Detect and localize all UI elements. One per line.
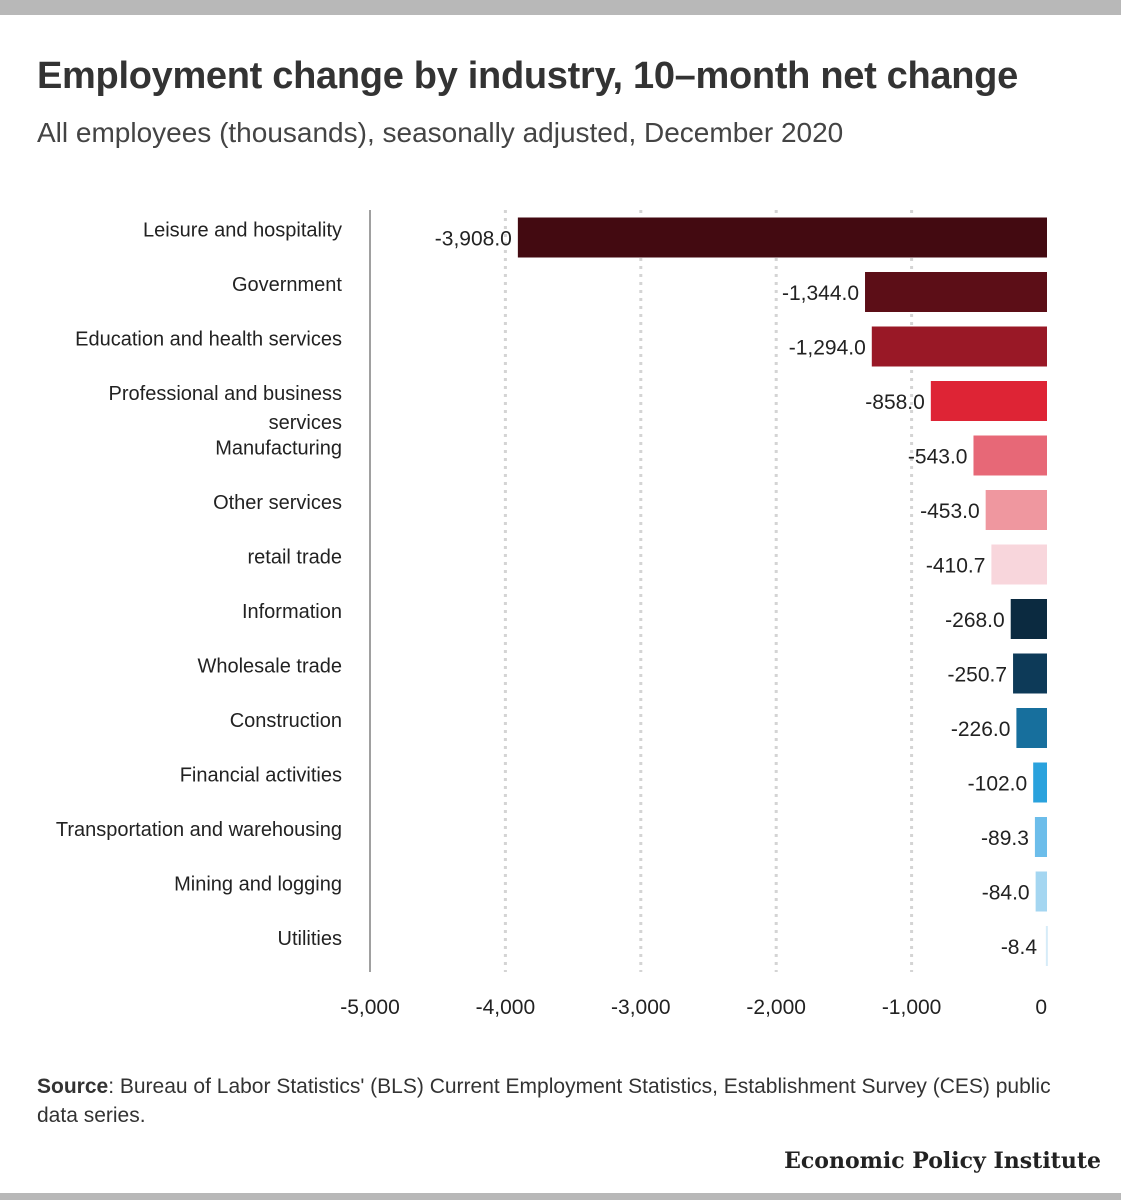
bar bbox=[1035, 871, 1047, 912]
category-label-line: Manufacturing bbox=[215, 438, 342, 460]
data-label: -8.4 bbox=[1001, 936, 1038, 959]
category-label: Utilities bbox=[278, 928, 342, 950]
data-label: -226.0 bbox=[951, 718, 1011, 741]
bar bbox=[1010, 599, 1047, 639]
category-label-line: Transportation and warehousing bbox=[56, 819, 342, 841]
x-tick-label: -3,000 bbox=[611, 996, 671, 1019]
bar bbox=[973, 435, 1047, 476]
x-tick-label: -4,000 bbox=[476, 996, 536, 1019]
data-label: -89.3 bbox=[981, 827, 1029, 850]
category-label-line: services bbox=[269, 412, 342, 434]
data-label: -1,294.0 bbox=[789, 337, 866, 360]
x-tick-label: -1,000 bbox=[882, 996, 942, 1019]
category-label: Information bbox=[242, 601, 342, 623]
bar bbox=[865, 272, 1047, 312]
chart-title: Employment change by industry, 10–month … bbox=[37, 55, 1018, 97]
category-label: Construction bbox=[230, 710, 342, 732]
category-label: Professional and business services bbox=[109, 383, 342, 434]
data-label: -543.0 bbox=[908, 446, 968, 469]
category-label: Other services bbox=[213, 492, 342, 514]
category-label-line: Leisure and hospitality bbox=[143, 220, 342, 242]
data-label: -858.0 bbox=[865, 391, 925, 414]
category-label-line: Mining and logging bbox=[174, 874, 342, 896]
bar bbox=[1033, 762, 1047, 803]
data-label: -84.0 bbox=[982, 882, 1030, 905]
brand-logo: Economic Policy Institute bbox=[784, 1148, 1101, 1174]
category-label-line: retail trade bbox=[248, 547, 343, 569]
data-label: -268.0 bbox=[945, 609, 1005, 632]
source-note: Source: Bureau of Labor Statistics' (BLS… bbox=[37, 1072, 1087, 1130]
category-label-line: Information bbox=[242, 601, 342, 623]
x-tick-label: -5,000 bbox=[340, 996, 400, 1019]
bar bbox=[871, 326, 1047, 367]
category-label-line: Financial activities bbox=[180, 765, 342, 787]
category-label: Mining and logging bbox=[174, 874, 342, 896]
category-label: Government bbox=[232, 274, 342, 296]
category-label-line: Education and health services bbox=[75, 329, 342, 351]
chart-subtitle: All employees (thousands), seasonally ad… bbox=[37, 117, 844, 148]
data-label: -102.0 bbox=[968, 773, 1028, 796]
data-label: -410.7 bbox=[926, 555, 986, 578]
category-label-line: Professional and business bbox=[109, 383, 342, 405]
category-label-line: Construction bbox=[230, 710, 342, 732]
source-label: Source bbox=[37, 1075, 109, 1098]
category-label: Education and health services bbox=[75, 329, 342, 351]
category-label: Transportation and warehousing bbox=[56, 819, 342, 841]
category-label: Manufacturing bbox=[215, 438, 342, 460]
bar bbox=[930, 381, 1047, 421]
x-tick-label: 0 bbox=[1035, 996, 1047, 1019]
category-label: Leisure and hospitality bbox=[143, 220, 342, 242]
bar bbox=[1016, 708, 1047, 748]
bar bbox=[985, 490, 1047, 530]
data-label: -3,908.0 bbox=[435, 228, 512, 251]
x-tick-label: -2,000 bbox=[746, 996, 806, 1019]
category-label-line: Utilities bbox=[278, 928, 342, 950]
bar-chart: -3,908.0 -1,344.0 -1,294.0 -858.0 -543.0 -453… bbox=[56, 210, 1048, 1019]
category-label-line: Government bbox=[232, 274, 342, 296]
bar bbox=[517, 217, 1047, 258]
bar bbox=[1013, 653, 1047, 694]
axis: -5,000 -4,000 -3,000 -2,000 -1,000 0 Leisure a… bbox=[56, 210, 1047, 1019]
bars: -3,908.0 -1,344.0 -1,294.0 -858.0 -543.0 -453… bbox=[435, 217, 1048, 966]
bar bbox=[1045, 926, 1048, 966]
bar bbox=[1034, 817, 1047, 857]
category-label: Wholesale trade bbox=[197, 656, 342, 678]
category-label: Financial activities bbox=[180, 765, 342, 787]
bar bbox=[991, 544, 1047, 585]
category-label-line: Wholesale trade bbox=[197, 656, 342, 678]
data-label: -453.0 bbox=[920, 500, 980, 523]
bottom-border bbox=[0, 1193, 1121, 1200]
source-text: : Bureau of Labor Statistics' (BLS) Curr… bbox=[37, 1075, 1051, 1127]
category-label: retail trade bbox=[248, 547, 343, 569]
category-label-line: Other services bbox=[213, 492, 342, 514]
data-label: -1,344.0 bbox=[782, 282, 859, 305]
data-label: -250.7 bbox=[948, 664, 1008, 687]
grid-lines bbox=[503, 210, 914, 972]
top-border bbox=[0, 0, 1121, 15]
